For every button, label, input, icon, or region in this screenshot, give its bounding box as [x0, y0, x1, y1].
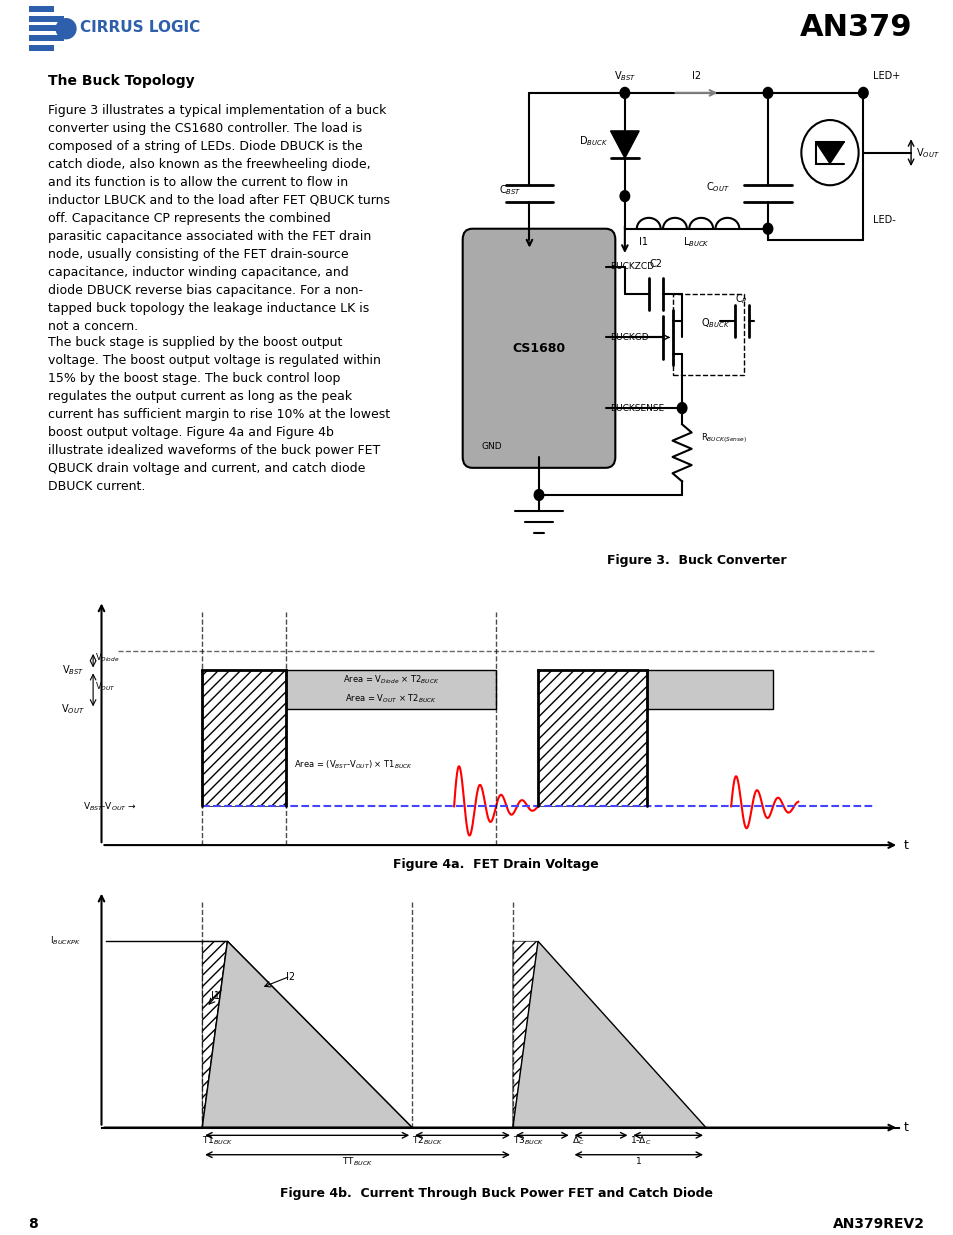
Polygon shape: [537, 671, 646, 806]
Text: CS1680: CS1680: [512, 342, 565, 354]
Circle shape: [858, 88, 867, 99]
Bar: [646, 671, 772, 709]
Circle shape: [534, 489, 543, 500]
Polygon shape: [202, 941, 227, 1128]
Text: 1: 1: [636, 1157, 641, 1166]
Text: LED-: LED-: [872, 215, 895, 225]
Text: C$_{OUT}$: C$_{OUT}$: [705, 180, 729, 194]
Text: V$_{OUT}$: V$_{OUT}$: [94, 680, 115, 693]
Text: Figure 4a.  FET Drain Voltage: Figure 4a. FET Drain Voltage: [393, 858, 598, 871]
Text: LED+: LED+: [872, 72, 900, 82]
Text: Area = (V$_{BST}$-V$_{OUT}$) × T1$_{BUCK}$: Area = (V$_{BST}$-V$_{OUT}$) × T1$_{BUCK…: [294, 758, 413, 771]
Text: Area = V$_{Diode}$ × T2$_{BUCK}$: Area = V$_{Diode}$ × T2$_{BUCK}$: [342, 673, 439, 685]
Text: t: t: [902, 1121, 907, 1134]
Text: R$_{BUCK(Sense)}$: R$_{BUCK(Sense)}$: [700, 431, 746, 445]
Text: I2: I2: [691, 72, 700, 82]
Text: Area = V$_{OUT}$ × T2$_{BUCK}$: Area = V$_{OUT}$ × T2$_{BUCK}$: [345, 693, 436, 705]
Bar: [29, 16, 64, 21]
Text: Q$_{BUCK}$: Q$_{BUCK}$: [700, 316, 730, 330]
Text: T2$_{BUCK}$: T2$_{BUCK}$: [412, 1134, 443, 1146]
Bar: [286, 671, 496, 709]
Text: I2: I2: [286, 972, 295, 982]
Circle shape: [619, 88, 629, 99]
Text: ●: ●: [53, 14, 77, 42]
Bar: [29, 6, 53, 12]
Circle shape: [619, 190, 629, 201]
Bar: [29, 44, 53, 51]
Text: 1-Δ$_C$: 1-Δ$_C$: [630, 1134, 651, 1146]
Text: I$_{BUCKPK}$: I$_{BUCKPK}$: [50, 935, 80, 947]
Text: V$_{Diode}$: V$_{Diode}$: [94, 652, 119, 664]
Text: Figure 4b.  Current Through Buck Power FET and Catch Diode: Figure 4b. Current Through Buck Power FE…: [279, 1187, 712, 1200]
Text: V$_{BST}$: V$_{BST}$: [62, 663, 85, 677]
Text: V$_{OUT}$: V$_{OUT}$: [61, 703, 85, 716]
Polygon shape: [610, 131, 639, 158]
Text: The Buck Topology: The Buck Topology: [48, 74, 194, 88]
Text: I1: I1: [639, 237, 647, 247]
Text: V$_{BST}$-V$_{OUT}$ →: V$_{BST}$-V$_{OUT}$ →: [83, 800, 136, 813]
Text: GND: GND: [481, 442, 502, 451]
Bar: [29, 26, 74, 31]
Polygon shape: [513, 941, 705, 1128]
Polygon shape: [513, 941, 537, 1128]
Text: BUCKSENSE: BUCKSENSE: [610, 404, 664, 412]
Text: BUCKZCD: BUCKZCD: [610, 262, 654, 272]
Text: D$_{BUCK}$: D$_{BUCK}$: [578, 135, 608, 148]
Text: AN379: AN379: [799, 14, 911, 42]
Text: I1: I1: [211, 992, 219, 1002]
Circle shape: [762, 88, 772, 99]
Text: C$_P$: C$_P$: [735, 293, 747, 306]
FancyBboxPatch shape: [462, 228, 615, 468]
Text: The buck stage is supplied by the boost output
voltage. The boost output voltage: The buck stage is supplied by the boost …: [48, 336, 390, 493]
Bar: [672, 294, 743, 375]
Text: T3$_{BUCK}$: T3$_{BUCK}$: [513, 1134, 543, 1146]
Circle shape: [762, 224, 772, 235]
Text: C2: C2: [649, 259, 661, 269]
Text: t: t: [902, 839, 907, 852]
Text: BUCKGD: BUCKGD: [610, 333, 648, 342]
Circle shape: [677, 403, 686, 414]
Text: V$_{BST}$: V$_{BST}$: [613, 69, 636, 83]
Text: T1$_{BUCK}$: T1$_{BUCK}$: [202, 1134, 233, 1146]
Text: Figure 3 illustrates a typical implementation of a buck
converter using the CS16: Figure 3 illustrates a typical implement…: [48, 104, 389, 332]
Text: CIRRUS LOGIC: CIRRUS LOGIC: [80, 20, 200, 36]
Polygon shape: [202, 671, 286, 806]
Polygon shape: [202, 941, 412, 1128]
Text: TT$_{BUCK}$: TT$_{BUCK}$: [341, 1156, 373, 1168]
Polygon shape: [815, 142, 843, 163]
Text: Figure 3.  Buck Converter: Figure 3. Buck Converter: [606, 553, 785, 567]
Text: 8: 8: [29, 1216, 38, 1231]
Text: C$_{BST}$: C$_{BST}$: [498, 184, 521, 198]
Text: Δ$_C$: Δ$_C$: [571, 1134, 583, 1146]
Text: L$_{BUCK}$: L$_{BUCK}$: [682, 235, 709, 248]
Bar: [29, 36, 64, 41]
Polygon shape: [202, 941, 412, 1128]
Text: AN379REV2: AN379REV2: [833, 1216, 924, 1231]
Text: V$_{OUT}$: V$_{OUT}$: [915, 146, 939, 159]
